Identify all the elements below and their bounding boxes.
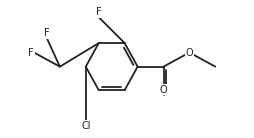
Text: O: O xyxy=(186,47,193,58)
Text: F: F xyxy=(44,28,50,38)
Text: O: O xyxy=(160,85,167,95)
Text: Cl: Cl xyxy=(81,121,90,131)
Text: F: F xyxy=(96,7,102,17)
Text: F: F xyxy=(28,47,34,58)
